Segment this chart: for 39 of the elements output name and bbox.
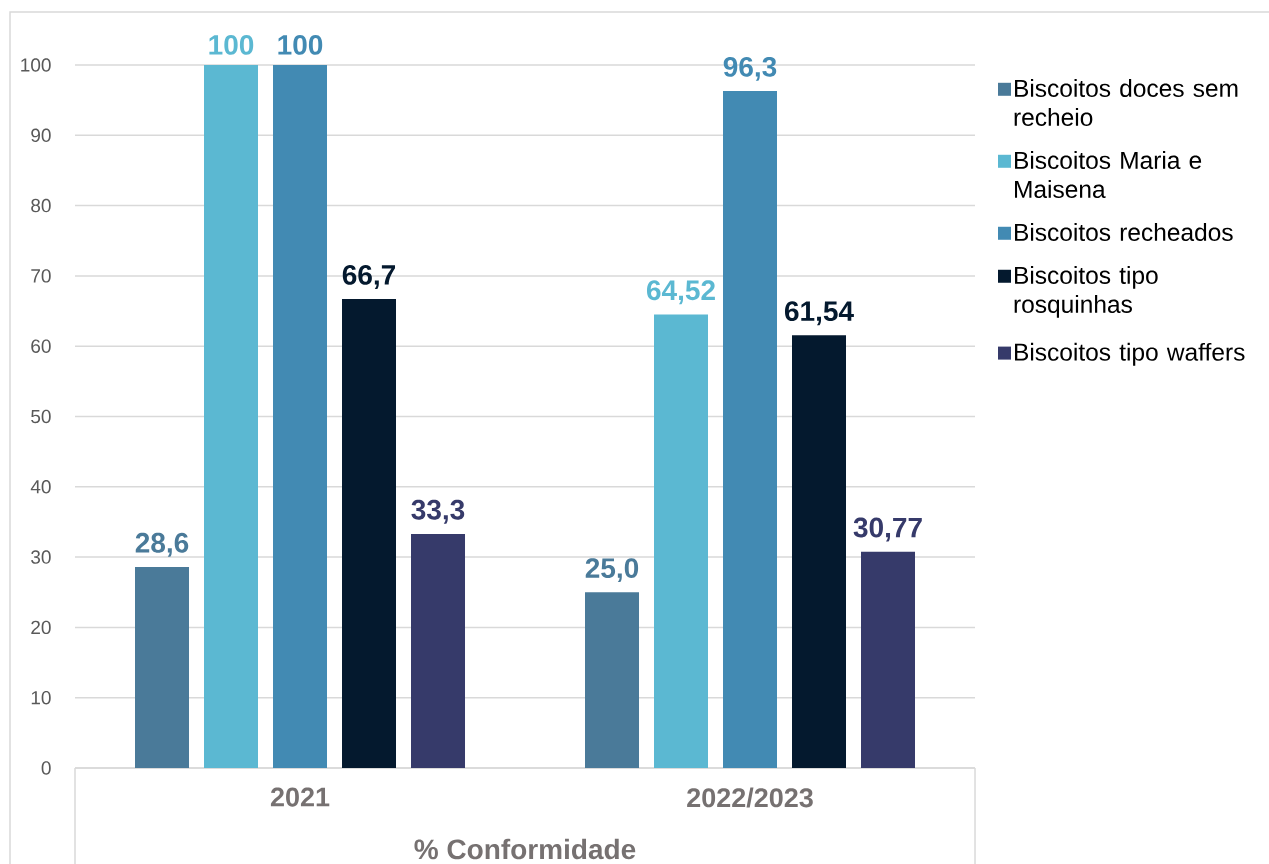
bar [861, 551, 916, 768]
bar [792, 335, 846, 768]
legend-label: Biscoitos tipo waffers [1015, 342, 1245, 366]
y-tick-label: 70 [31, 269, 51, 283]
legend-label: Biscoitos doces sem recheio [1014, 79, 1238, 127]
y-tick-label: 40 [30, 480, 51, 494]
y-tick-label: 100 [21, 58, 51, 72]
data-label: 25,0 [585, 558, 639, 583]
bar [654, 314, 709, 768]
data-label: 66,7 [342, 265, 396, 289]
data-label: 100 [209, 34, 254, 55]
data-label: 100 [278, 34, 323, 55]
data-label: 33,3 [411, 499, 465, 524]
data-label: 61,54 [784, 301, 854, 326]
bar [204, 64, 259, 768]
bar [723, 91, 778, 768]
y-tick-label: 30 [31, 550, 51, 564]
y-tick-label: 20 [31, 620, 51, 635]
bar [342, 299, 397, 768]
bar [585, 592, 640, 768]
x-tick-label: 2021 [270, 787, 330, 807]
bar [273, 64, 328, 768]
data-label: 28,6 [135, 532, 189, 557]
y-tick-label: 0 [41, 761, 51, 775]
data-label: 30,77 [853, 517, 922, 542]
legend-label: Biscoitos tipo rosquinhas [1014, 266, 1158, 318]
y-tick-label: 50 [31, 409, 51, 424]
legend-label: Biscoitos recheados [1015, 223, 1233, 242]
y-tick-label: 10 [31, 690, 51, 705]
bar [411, 533, 466, 768]
y-tick-label: 80 [31, 198, 51, 213]
data-label: 64,52 [646, 280, 715, 305]
y-tick-label: 60 [31, 339, 51, 353]
legend-label: Biscoitos Maria e Maisena [1015, 151, 1202, 199]
y-tick-label: 90 [31, 128, 51, 143]
bar [135, 566, 190, 768]
x-axis-title: % Conformidade [414, 838, 636, 860]
data-label: 96,3 [723, 56, 777, 81]
x-tick-label: 2022/2023 [687, 787, 813, 808]
